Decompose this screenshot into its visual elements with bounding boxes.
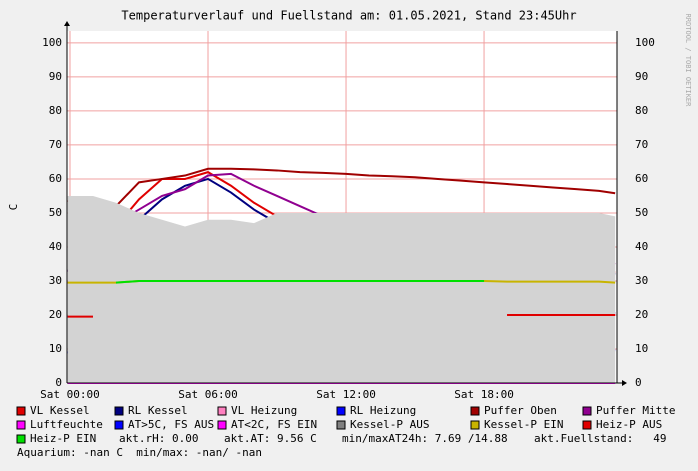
labels: 0 0 10 10 20 20 30 30 40 40 50 50 60 60 70 70 80 80 90 90 10… xyxy=(40,36,655,401)
x-tick-label: Sat 18:00 xyxy=(454,388,514,401)
info-text: min/maxAT24h: 7.69 /14.88 xyxy=(342,432,508,445)
legend-label: Kessel-P EIN xyxy=(484,418,563,431)
y-tick-label: 30 xyxy=(49,274,62,287)
y-tick-label: 20 xyxy=(49,308,62,321)
line xyxy=(67,167,616,208)
legend-swatch xyxy=(217,420,227,430)
y2-tick-label: 50 xyxy=(635,206,648,219)
area xyxy=(67,195,616,383)
y2-tick-label: 100 xyxy=(635,36,655,49)
info-text: Aquarium: -nan C min/max: -nan/ -nan xyxy=(17,446,262,459)
y-tick-label: 40 xyxy=(49,240,62,253)
line xyxy=(67,313,616,318)
y-axis-label: C xyxy=(7,204,20,211)
y-axis-arrow xyxy=(64,21,70,26)
y2-tick-label: 40 xyxy=(635,240,648,253)
legend-swatch xyxy=(16,406,26,416)
y2-tick-label: 0 xyxy=(635,376,642,389)
legend-swatch xyxy=(16,420,26,430)
legend-swatch xyxy=(16,434,26,444)
info-text: akt.rH: 0.00 xyxy=(119,432,198,445)
legend-swatch xyxy=(114,420,124,430)
x-tick-label: Sat 00:00 xyxy=(40,388,100,401)
legend-label: Kessel-P AUS xyxy=(350,418,429,431)
legend-label: Puffer Oben xyxy=(484,404,557,417)
legend-label: VL Kessel xyxy=(30,404,90,417)
y2-tick-label: 20 xyxy=(635,308,648,321)
legend-label: AT<2C, FS EIN xyxy=(231,418,317,431)
y-tick-label: 90 xyxy=(49,70,62,83)
marks xyxy=(67,167,616,384)
legend-swatch xyxy=(582,420,592,430)
chart-title: Temperaturverlauf und Fuellstand am: 01.… xyxy=(121,9,576,23)
legend-label: AT>5C, FS AUS xyxy=(128,418,214,431)
legend-swatch xyxy=(114,406,124,416)
y2-tick-label: 10 xyxy=(635,342,648,355)
legend-swatch xyxy=(217,406,227,416)
legend-swatch xyxy=(336,420,346,430)
x-tick-label: Sat 12:00 xyxy=(316,388,376,401)
y2-tick-label: 80 xyxy=(635,104,648,117)
legend-label: Heiz-P AUS xyxy=(596,418,662,431)
legend-swatch xyxy=(336,406,346,416)
y-tick-label: 50 xyxy=(49,206,62,219)
legend-label: Luftfeuchte xyxy=(30,418,103,431)
legend-swatch xyxy=(470,420,480,430)
legend-label: Puffer Mitte xyxy=(596,404,675,417)
y2-tick-label: 90 xyxy=(635,70,648,83)
y2-tick-label: 30 xyxy=(635,274,648,287)
legend-swatch xyxy=(582,406,592,416)
line xyxy=(115,279,485,284)
y-tick-label: 100 xyxy=(42,36,62,49)
y-tick-label: 70 xyxy=(49,138,62,151)
legend-label: RL Heizung xyxy=(350,404,416,417)
y-tick-label: 80 xyxy=(49,104,62,117)
axes xyxy=(64,21,627,386)
legend: VL Kessel RL Kessel VL Heizung RL Heizung Pu… xyxy=(16,404,675,459)
watermark: RRDTOOL / TOBI OETIKER xyxy=(684,14,692,108)
legend-label: VL Heizung xyxy=(231,404,297,417)
legend-label: RL Kessel xyxy=(128,404,188,417)
info-text: akt.Fuellstand: 49 xyxy=(534,432,666,445)
legend-label: Heiz-P EIN xyxy=(30,432,96,445)
y-tick-label: 60 xyxy=(49,172,62,185)
y-tick-label: 0 xyxy=(55,376,62,389)
info-text: akt.AT: 9.56 C xyxy=(224,432,317,445)
y-tick-label: 10 xyxy=(49,342,62,355)
x-tick-label: Sat 06:00 xyxy=(178,388,238,401)
y2-tick-label: 60 xyxy=(635,172,648,185)
legend-swatch xyxy=(470,406,480,416)
y2-tick-label: 70 xyxy=(635,138,648,151)
x-axis-arrow xyxy=(622,380,627,386)
